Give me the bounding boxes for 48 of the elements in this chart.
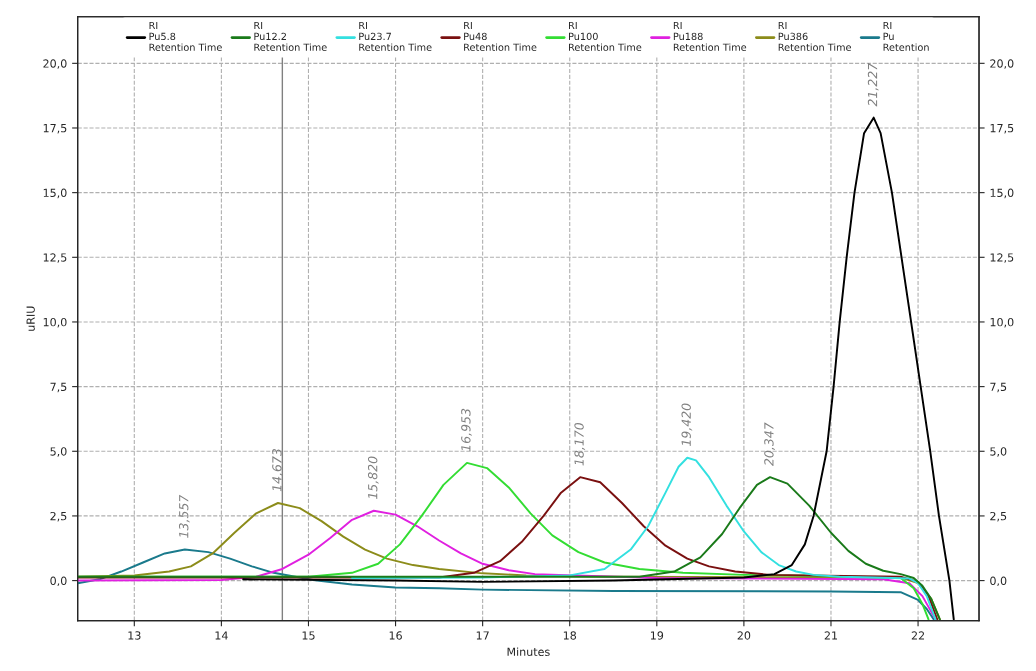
x-tick-label: 13: [128, 631, 141, 640]
x-tick-label: 21: [824, 631, 838, 640]
y-tick-label: 5,0: [50, 447, 67, 457]
y2-tick-label: 17,5: [990, 124, 1014, 134]
y2-tick-label: 12,5: [990, 253, 1014, 263]
x-tick-label: 22: [911, 631, 925, 640]
legend-label: RI Pu5.8 Retention Time: [149, 21, 222, 51]
y-tick-label: 7,5: [50, 382, 67, 393]
y2-tick-label: 5,0: [990, 447, 1007, 457]
annotation: 21,227: [867, 62, 879, 107]
annotation: 13,557: [178, 494, 190, 538]
legend-label: RI Pu48 Retention Time: [464, 21, 537, 51]
x-axis-title: Minutes: [507, 647, 550, 656]
y-tick-label: 10,0: [43, 317, 67, 328]
legend-label: RI Pu188 Retention Time: [673, 21, 747, 51]
legend-label: RI Pu12.2 Retention Time: [254, 21, 327, 51]
y2-tick-label: 20,0: [990, 59, 1014, 69]
x-tick-label: 14: [215, 631, 228, 640]
y2-tick-label: 2,5: [990, 511, 1007, 522]
x-tick-label: 16: [389, 631, 402, 640]
x-tick-label: 15: [302, 631, 315, 640]
legend-label: RI Pu386 Retention Time: [778, 21, 852, 51]
y-tick-label: 12,5: [43, 253, 67, 263]
legend-label: RI Pu23.7 Retention Time: [359, 21, 432, 51]
x-tick-label: 17: [476, 631, 489, 640]
annotation: 15,820: [367, 456, 379, 500]
legend-label: RI Pu100 Retention Time: [569, 21, 642, 51]
y-tick-label: 0,0: [50, 576, 67, 587]
y2-tick-label: 0,0: [990, 576, 1007, 587]
y2-tick-label: 15,0: [990, 188, 1014, 199]
x-tick-label: 19: [650, 631, 664, 640]
y2-tick-label: 7,5: [990, 382, 1007, 393]
line-series: [77, 548, 935, 621]
line-series: [242, 116, 955, 621]
annotation: 20,347: [764, 422, 775, 466]
y2-tick-label: 10,0: [990, 317, 1014, 328]
y-tick-label: 15,0: [43, 188, 67, 199]
x-tick-label: 20: [737, 631, 751, 640]
y-tick-label: 2,5: [50, 511, 67, 522]
annotation: 16,953: [461, 408, 472, 452]
annotation: 19,420: [681, 403, 693, 447]
annotation: 18,170: [574, 422, 586, 466]
annotation: 14,673: [272, 448, 283, 492]
y-tick-label: 17,5: [43, 124, 67, 134]
legend-label: RI Pu Retention: [883, 21, 929, 51]
y-tick-label: 20,0: [43, 59, 67, 69]
x-tick-label: 18: [563, 631, 577, 640]
y-axis-title: uRIU: [26, 306, 35, 331]
